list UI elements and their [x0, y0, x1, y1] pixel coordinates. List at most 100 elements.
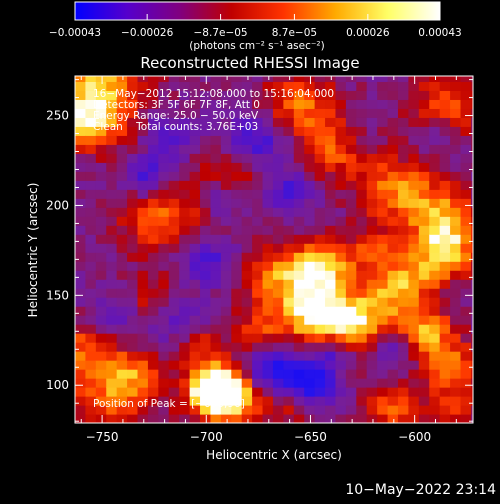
heatmap-cell [95, 360, 107, 370]
heatmap-cell [200, 162, 212, 172]
heatmap-cell [200, 369, 212, 379]
heatmap-cell [408, 81, 420, 91]
heatmap-cell [210, 135, 222, 145]
heatmap-cell [377, 342, 389, 352]
heatmap-cell [179, 135, 191, 145]
heatmap-cell [397, 297, 409, 307]
heatmap-cell [272, 270, 284, 280]
heatmap-cell [314, 180, 326, 190]
heatmap-cell [314, 198, 326, 208]
heatmap-cell [85, 135, 97, 145]
heatmap-cell [293, 414, 305, 423]
heatmap-cell [147, 342, 159, 352]
heatmap-cell [137, 405, 149, 415]
heatmap-cell [418, 162, 430, 172]
heatmap-cell [147, 90, 159, 100]
heatmap-cell [470, 378, 473, 388]
heatmap-cell [220, 76, 232, 82]
heatmap-cell [75, 351, 87, 361]
heatmap-cell [116, 198, 128, 208]
heatmap-cell [397, 360, 409, 370]
heatmap-cell [418, 171, 430, 181]
heatmap-cell [210, 198, 222, 208]
heatmap-cell [95, 252, 107, 262]
heatmap-cell [158, 171, 170, 181]
heatmap-cell [220, 324, 232, 334]
heatmap-cell [366, 162, 378, 172]
heatmap-cell [418, 81, 430, 91]
heatmap-cell [293, 288, 305, 298]
heatmap-cell [210, 396, 222, 406]
heatmap-cell [387, 405, 399, 415]
heatmap-cell [366, 261, 378, 271]
heatmap-cell [335, 117, 347, 127]
heatmap-cell [158, 189, 170, 199]
heatmap-cell [106, 135, 118, 145]
heatmap-cell [95, 342, 107, 352]
heatmap-cell [304, 333, 316, 343]
heatmap-cell [272, 387, 284, 397]
heatmap-cell [429, 378, 441, 388]
heatmap-cell [95, 261, 107, 271]
heatmap-cell [137, 144, 149, 154]
heatmap-cell [158, 90, 170, 100]
heatmap-cell [293, 405, 305, 415]
heatmap-cell [418, 414, 430, 423]
heatmap-cell [397, 198, 409, 208]
heatmap-cell [283, 153, 295, 163]
heatmap-cell [106, 153, 118, 163]
heatmap-cell [283, 234, 295, 244]
heatmap-cell [377, 216, 389, 226]
heatmap-cell [450, 333, 462, 343]
heatmap-cell [314, 333, 326, 343]
heatmap-cell [418, 342, 430, 352]
heatmap-cell [335, 144, 347, 154]
heatmap-cell [418, 252, 430, 262]
heatmap-cell [460, 360, 472, 370]
heatmap-cell [356, 207, 368, 217]
heatmap-cell [147, 279, 159, 289]
heatmap-cell [95, 198, 107, 208]
heatmap-cell [220, 351, 232, 361]
heatmap-cell [75, 252, 87, 262]
heatmap-cell [137, 342, 149, 352]
heatmap-cell [189, 342, 201, 352]
heatmap-cell [439, 99, 451, 109]
heatmap-cell [75, 342, 87, 352]
heatmap-cell [283, 76, 295, 82]
heatmap-cell [439, 207, 451, 217]
heatmap-cell [325, 207, 337, 217]
heatmap-cell [356, 225, 368, 235]
heatmap-cell [377, 351, 389, 361]
colorbar: −0.00043 −0.00026 −8.7e−05 8.7e−05 0.00026 0.… [49, 1, 462, 52]
heatmap-cell [116, 342, 128, 352]
heatmap-cell [241, 207, 253, 217]
heatmap-cell [272, 153, 284, 163]
heatmap-cell [429, 243, 441, 253]
heatmap-cell [387, 252, 399, 262]
annotation-block: 16−May−2012 15:12:08.000 to 15:16:04.000… [93, 88, 334, 133]
heatmap-cell [356, 297, 368, 307]
heatmap-cell [418, 315, 430, 325]
heatmap-cell [439, 126, 451, 136]
heatmap-cell [168, 225, 180, 235]
heatmap-cell [106, 171, 118, 181]
heatmap-cell [137, 324, 149, 334]
heatmap-cell [283, 216, 295, 226]
heatmap-cell [262, 153, 274, 163]
heatmap-cell [397, 315, 409, 325]
heatmap-cell [127, 324, 139, 334]
heatmap-cell [429, 288, 441, 298]
heatmap-cell [470, 351, 473, 361]
heatmap-cell [314, 234, 326, 244]
heatmap-cell [283, 414, 295, 423]
heatmap-cell [75, 360, 87, 370]
heatmap-cell [283, 288, 295, 298]
heatmap-cell [106, 207, 118, 217]
heatmap-cell [262, 324, 274, 334]
heatmap-cell [106, 189, 118, 199]
heatmap-cell [85, 126, 97, 136]
heatmap-cell [408, 261, 420, 271]
heatmap-cell [345, 90, 357, 100]
heatmap-cell [408, 387, 420, 397]
